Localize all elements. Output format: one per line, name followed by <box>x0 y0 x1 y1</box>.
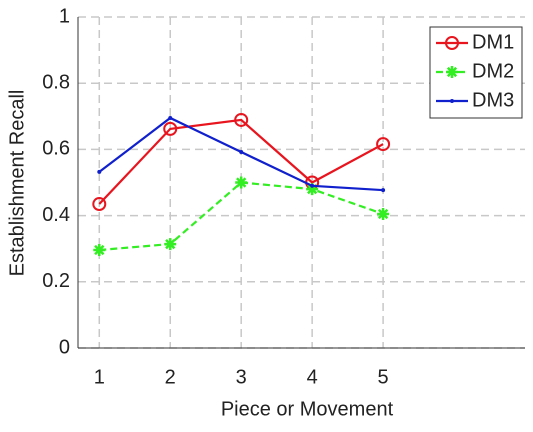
legend-marker <box>445 36 459 50</box>
marker <box>376 137 391 152</box>
marker <box>163 121 178 136</box>
legend-label: DM3 <box>472 89 514 111</box>
x-tick-label: 3 <box>236 366 247 388</box>
series-line <box>98 118 384 205</box>
marker <box>164 238 177 251</box>
legend-marker <box>450 99 454 103</box>
marker <box>239 150 244 155</box>
y-axis-label: Establishment Recall <box>6 90 28 277</box>
x-tick-label: 4 <box>307 366 318 388</box>
y-tick-label: 0 <box>59 336 70 358</box>
marker <box>234 112 249 127</box>
x-tick-label: 1 <box>94 366 105 388</box>
y-tick-label: 0.4 <box>42 204 70 226</box>
marker <box>306 183 319 196</box>
marker <box>168 115 173 120</box>
x-tick-label: 5 <box>378 366 389 388</box>
x-tick-label: 2 <box>165 366 176 388</box>
y-tick-label: 0.8 <box>42 71 70 93</box>
legend-label: DM2 <box>472 60 514 82</box>
legend-marker <box>446 66 458 78</box>
marker <box>381 188 386 193</box>
legend-label: DM1 <box>472 31 514 53</box>
marker <box>97 169 102 174</box>
x-axis-label: Piece or Movement <box>221 398 394 420</box>
marker <box>377 207 390 220</box>
y-tick-label: 0.2 <box>42 270 70 292</box>
legend: DM1 DM2 DM3 <box>429 26 523 119</box>
marker <box>93 244 106 257</box>
y-tick-label: 0.6 <box>42 138 70 160</box>
y-tick-label: 1 <box>59 5 70 27</box>
marker <box>92 197 107 212</box>
marker <box>235 176 248 189</box>
marker <box>310 183 315 188</box>
